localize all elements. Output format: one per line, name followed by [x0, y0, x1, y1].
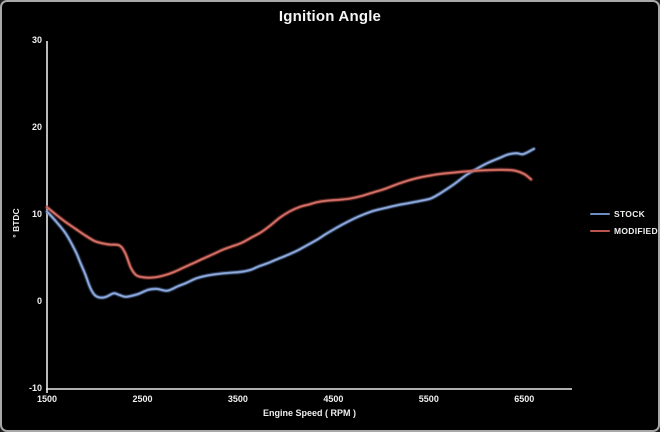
chart-title: Ignition Angle — [278, 8, 382, 25]
legend-item-stock: STOCK — [590, 209, 658, 219]
series-line-modified — [45, 168, 533, 279]
x-tick-label: 5500 — [418, 394, 439, 404]
x-tick-label: 4500 — [323, 394, 344, 404]
x-tick-label: 1500 — [36, 394, 58, 404]
x-tick-label: 3500 — [227, 394, 248, 404]
y-tick-label: -10 — [28, 383, 42, 393]
y-axis-title: ° BTDC — [11, 208, 21, 238]
legend: STOCK MODIFIED — [590, 209, 658, 236]
legend-label: STOCK — [614, 209, 646, 219]
series-core-modified — [46, 169, 532, 279]
x-axis-title: Engine Speed ( RPM ) — [262, 408, 356, 418]
series-glow-modified — [44, 167, 534, 280]
x-tick-label: 6500 — [514, 394, 535, 404]
y-tick-label: 10 — [31, 209, 42, 219]
x-tick-label: 2500 — [132, 394, 153, 404]
y-tick-label: 0 — [36, 296, 42, 306]
legend-swatch-icon — [590, 229, 610, 233]
series-core-stock — [46, 148, 535, 299]
y-tick-label: 20 — [31, 122, 42, 132]
legend-swatch-icon — [590, 212, 610, 216]
y-tick-label: 30 — [31, 35, 42, 45]
legend-item-modified: MODIFIED — [590, 226, 658, 236]
legend-label: MODIFIED — [614, 226, 658, 236]
